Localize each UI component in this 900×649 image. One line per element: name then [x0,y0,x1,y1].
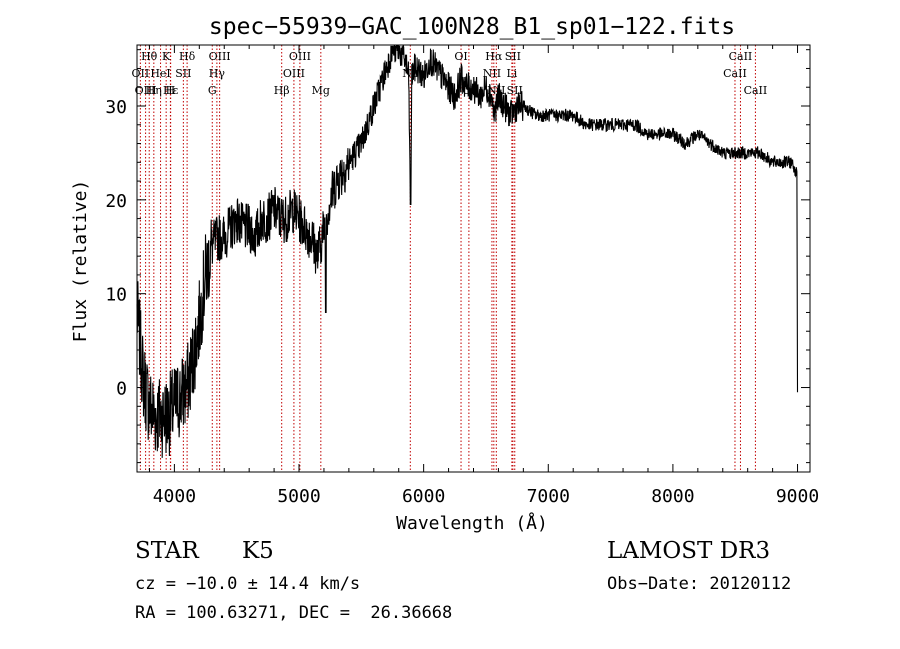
x-tick-label: 4000 [153,486,196,507]
line-label-14: OIII [283,67,305,80]
flux-series-line [136,45,799,458]
line-label-4: HeI [150,67,170,80]
x-tick-label: 7000 [527,486,570,507]
plot-frame [136,44,811,473]
line-label-13: Hβ [274,84,290,97]
x-tick-label: 9000 [776,486,819,507]
line-label-11: Hγ [209,67,226,80]
line-label-8: SII [175,67,191,80]
coordinates-ra-dec: RA = 100.63271, DEC = 26.36668 [135,603,453,623]
observation-date: Obs−Date: 20120112 [607,574,792,594]
x-tick-label: 5000 [277,486,320,507]
line-label-6: Hε [163,84,179,97]
line-label-12: OIII [209,50,231,63]
x-axis-label: Wavelength (Å) [396,512,548,534]
line-label-28: CaII [744,84,768,97]
x-tick-label: 6000 [402,486,445,507]
y-tick-label: 20 [105,191,127,212]
survey-name: LAMOST DR3 [607,538,771,564]
line-label-3: Hη [146,84,162,97]
line-label-20: NII [483,67,501,80]
line-label-26: CaII [723,67,747,80]
line-label-7: H [166,84,176,97]
object-subclass: K5 [242,538,274,564]
line-label-27: CaII [729,50,753,63]
line-label-21: Hα [485,50,503,63]
y-tick-label: 30 [105,97,127,118]
line-label-9: Hδ [179,50,196,63]
line-label-23: SII [505,50,521,63]
line-label-18: OI [454,50,467,63]
line-label-10: G [208,84,217,97]
line-label-0: OII [132,67,150,80]
line-label-15: OIII [289,50,311,63]
line-label-16: Mg [312,84,330,97]
x-axis-ticks: 4000 5000 6000 7000 8000 9000 [148,45,819,507]
line-label-25: SII [507,84,523,97]
y-axis-ticks: 0 10 20 30 [105,49,810,464]
chart-title: spec−55939−GAC_100N28_B1_sp01−122.fits [209,14,735,40]
object-class: STAR [135,538,199,564]
y-tick-label: 0 [116,379,127,400]
line-label-2: Hθ [141,50,158,63]
y-tick-label: 10 [105,285,127,306]
redshift-cz: cz = −10.0 ± 14.4 km/s [135,574,361,594]
line-label-5: K [162,50,171,63]
emission-line-markers [139,45,756,472]
line-label-24: Li [506,67,517,80]
x-tick-label: 8000 [651,486,694,507]
y-axis-label: Flux (relative) [70,180,91,343]
